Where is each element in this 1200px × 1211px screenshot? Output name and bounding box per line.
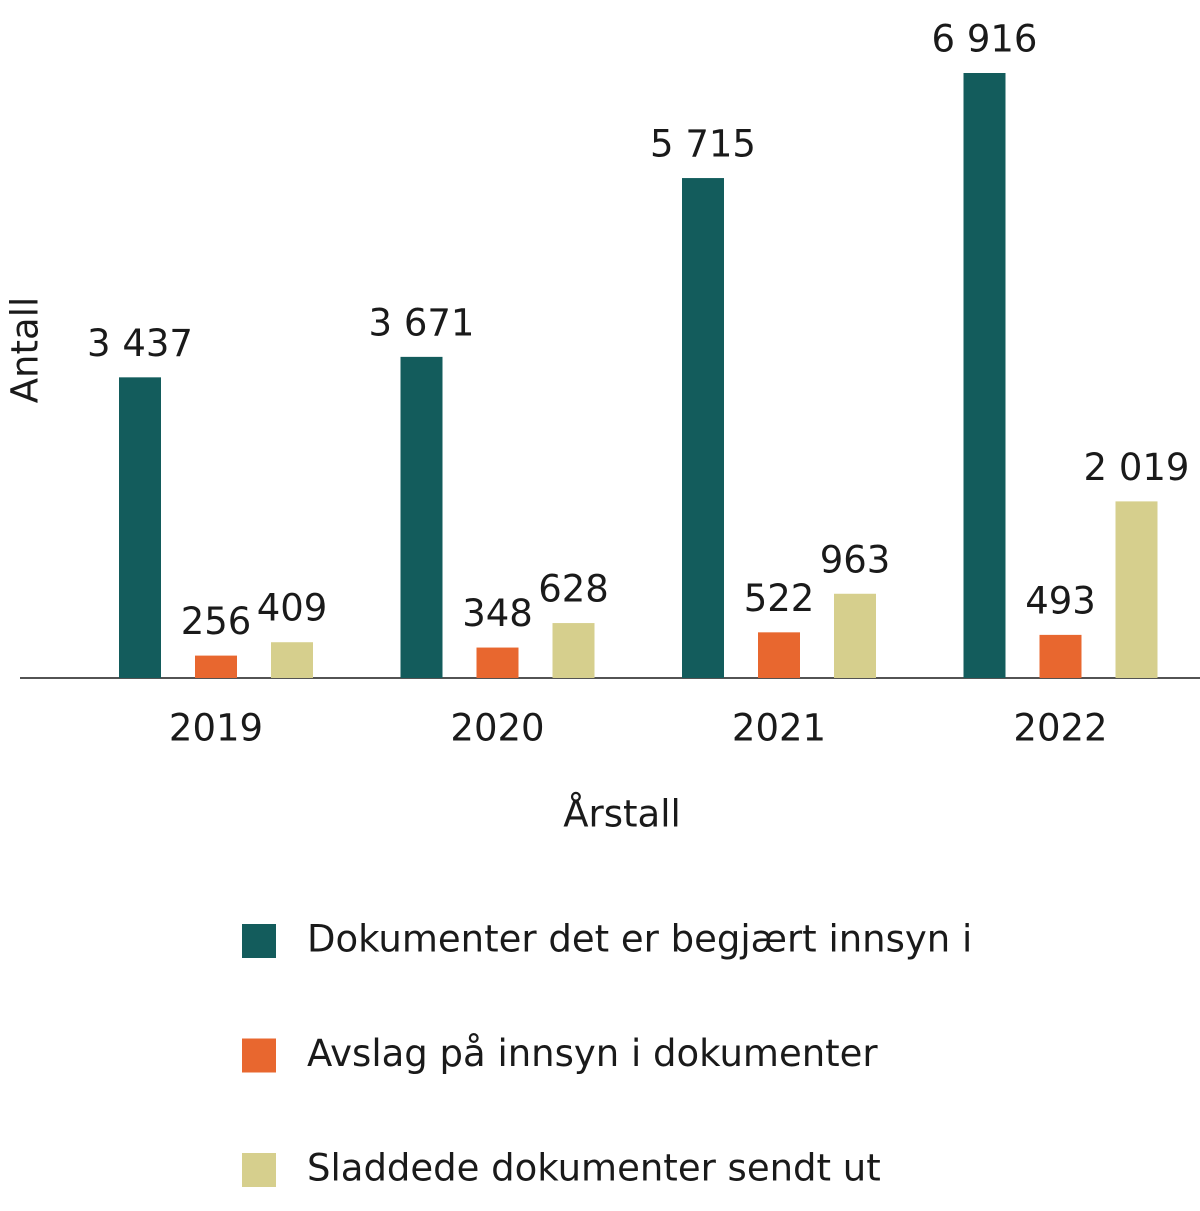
bar	[682, 178, 724, 678]
bar	[271, 642, 313, 678]
bar	[195, 655, 237, 678]
bar	[119, 377, 161, 678]
data-label: 628	[538, 568, 609, 611]
bar	[1115, 501, 1158, 678]
data-label: 963	[820, 538, 891, 581]
data-label: 348	[462, 592, 533, 635]
bar	[758, 632, 800, 678]
data-label: 3 671	[369, 301, 475, 344]
bar	[400, 356, 443, 678]
x-tick-label: 2021	[732, 707, 826, 750]
bar	[963, 73, 1006, 678]
bar	[552, 623, 595, 678]
bar	[476, 647, 519, 678]
data-label: 493	[1025, 579, 1096, 622]
legend-label: Avslag på innsyn i dokumenter	[307, 1032, 878, 1075]
data-label: 2 019	[1084, 446, 1190, 489]
data-label: 3 437	[87, 322, 193, 365]
x-axis-label: Årstall	[563, 792, 681, 836]
legend-label: Sladdede dokumenter sendt ut	[307, 1147, 881, 1190]
data-label: 256	[181, 600, 252, 643]
x-tick-label: 2022	[1013, 707, 1107, 750]
y-axis-label: Antall	[4, 297, 47, 404]
x-tick-label: 2019	[169, 707, 263, 750]
data-label: 5 715	[650, 123, 756, 166]
data-label: 409	[257, 587, 328, 630]
bar	[834, 593, 876, 678]
bar	[1039, 634, 1082, 678]
data-label: 522	[744, 577, 815, 620]
legend-swatch	[242, 1038, 276, 1073]
legend-swatch	[242, 1153, 276, 1187]
x-tick-label: 2020	[450, 707, 544, 750]
data-label: 6 916	[932, 18, 1038, 61]
legend-swatch	[242, 924, 276, 958]
legend-label: Dokumenter det er begjært innsyn i	[307, 918, 972, 961]
